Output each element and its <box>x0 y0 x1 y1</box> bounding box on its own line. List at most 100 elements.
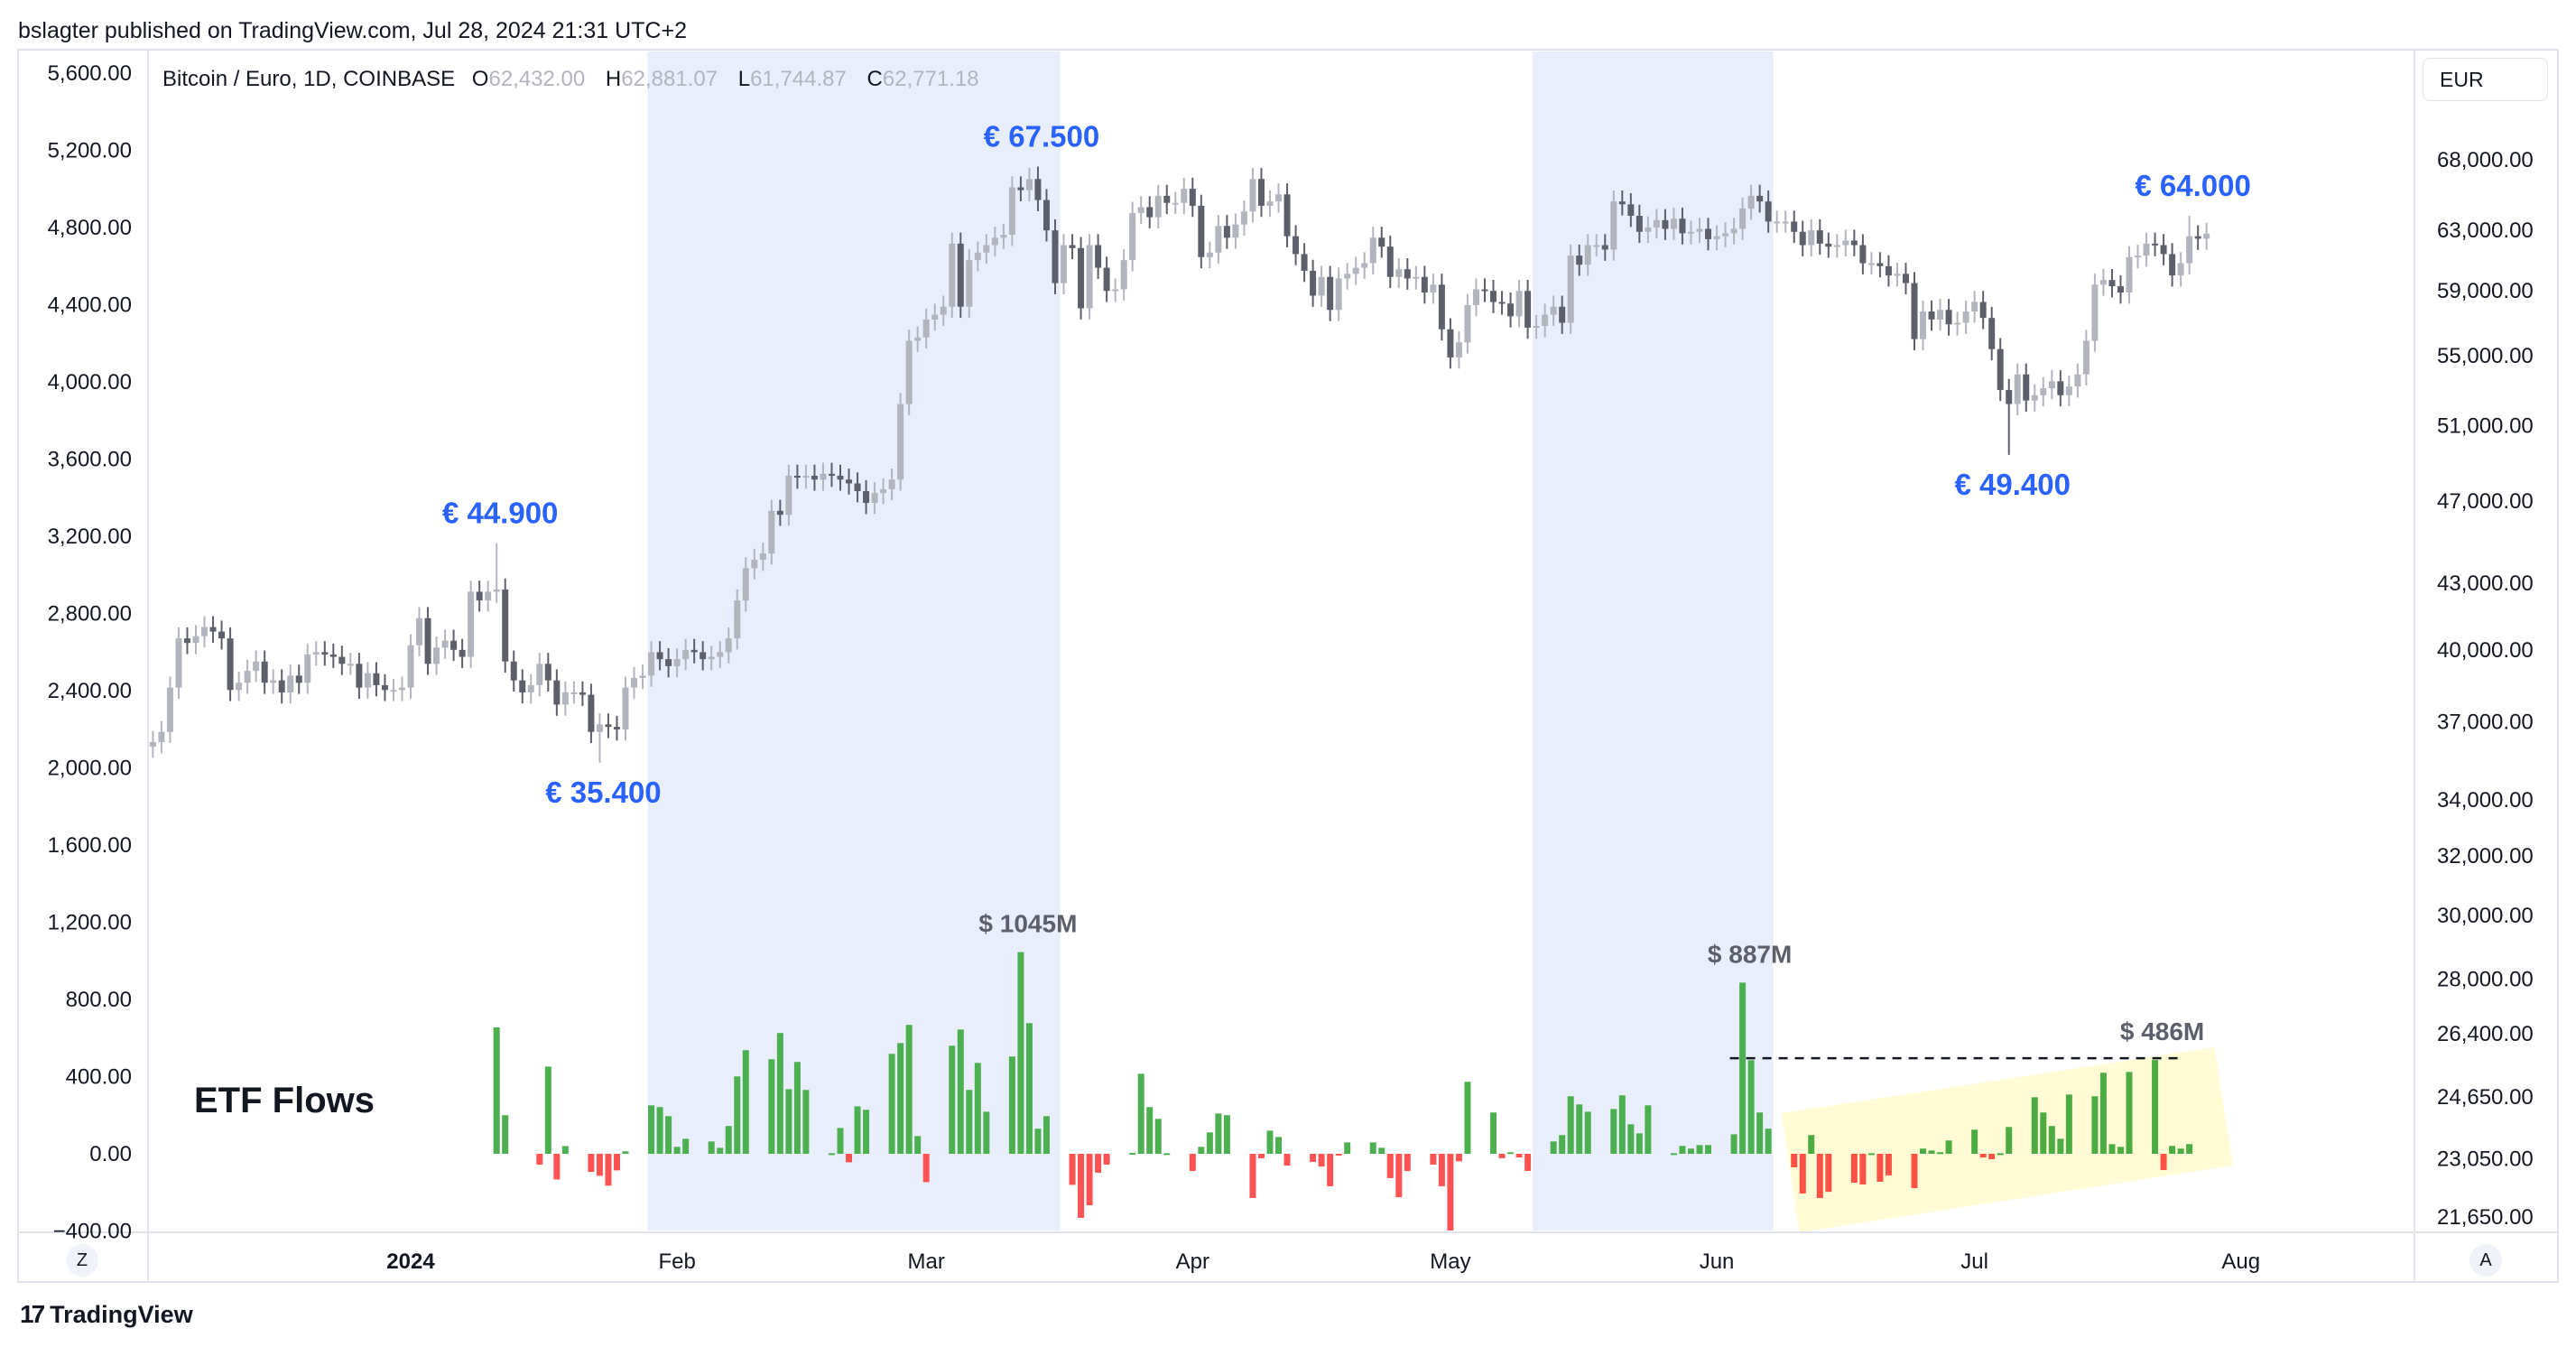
etf-flow-bar <box>665 1116 672 1154</box>
symbol-legend[interactable]: Bitcoin / Euro, 1D, COINBASE O62,432.00 … <box>162 67 992 92</box>
candle-body <box>1937 310 1944 320</box>
candle <box>1920 300 1927 350</box>
candle-body <box>476 591 483 601</box>
candle <box>768 499 775 565</box>
candle-body <box>1249 179 1256 212</box>
candle <box>966 248 973 319</box>
candle <box>1653 209 1660 239</box>
etf-flow-bar <box>793 1062 801 1154</box>
candle <box>1533 314 1540 339</box>
etf-title: ETF Flows <box>194 1081 375 1120</box>
open-value: 62,432.00 <box>488 67 586 91</box>
candle-body <box>1765 201 1772 222</box>
candle-body <box>1722 233 1729 237</box>
candle <box>2186 216 2193 274</box>
candle <box>1378 227 1385 258</box>
high-value: 62,881.07 <box>621 67 718 91</box>
candle <box>811 464 818 491</box>
candle <box>579 681 586 706</box>
candle-body <box>1601 245 1608 250</box>
candle <box>837 464 844 491</box>
candle <box>2040 376 2047 407</box>
candle-body <box>759 553 766 561</box>
candle <box>1172 191 1179 215</box>
candle <box>2006 378 2013 455</box>
candle <box>1310 259 1317 307</box>
candle <box>312 641 320 666</box>
etf-flow-bar <box>1129 1152 1136 1155</box>
etf-flow-bar <box>1283 1154 1291 1166</box>
candle-body <box>1215 226 1222 253</box>
candle-body <box>1421 276 1428 293</box>
candle <box>1885 255 1892 287</box>
candle-body <box>1129 212 1136 261</box>
candle <box>1137 196 1144 225</box>
auto-scale-button[interactable]: A <box>2469 1244 2502 1277</box>
candle <box>1181 177 1188 215</box>
candle-body <box>1103 267 1110 292</box>
etf-flow-bar <box>1154 1119 1162 1154</box>
candle-body <box>673 659 681 666</box>
candle <box>1954 311 1961 336</box>
candle <box>2048 370 2055 400</box>
footer-logo[interactable]: 17 TradingView <box>20 1300 193 1329</box>
etf-flow-bar <box>648 1105 655 1154</box>
candle <box>1859 234 1867 274</box>
candle-body <box>1455 342 1462 358</box>
candle <box>1687 220 1694 245</box>
candle <box>1559 295 1566 334</box>
candle-body <box>940 306 947 315</box>
candle <box>1352 256 1359 285</box>
candle-body <box>1095 245 1102 268</box>
candle <box>846 468 853 495</box>
candle-body <box>2169 254 2176 276</box>
candle-body <box>1782 221 1789 224</box>
candle <box>1645 216 1652 244</box>
candle <box>863 479 870 515</box>
candle-body <box>725 638 732 653</box>
candle <box>364 662 371 699</box>
candle-body <box>519 680 526 692</box>
candle <box>1240 200 1247 237</box>
right-axis[interactable]: 68,000.00 63,000.00 59,000.00 55,000.00 51,0… <box>2437 148 2534 1230</box>
currency-button[interactable]: EUR <box>2423 58 2548 101</box>
candle <box>1455 331 1462 369</box>
candle <box>1395 258 1403 289</box>
candle <box>1876 252 1884 278</box>
etf-flow-bar <box>1524 1154 1532 1172</box>
candle <box>1756 184 1764 213</box>
candle <box>493 543 500 603</box>
etf-flow-bar <box>1249 1154 1256 1198</box>
etf-flow-bar <box>717 1147 724 1154</box>
right-axis-tick: 47,000.00 <box>2437 489 2534 514</box>
left-axis[interactable]: 5,600.00 5,200.00 4,800.00 4,400.00 4,000.00… <box>48 61 132 1244</box>
candle-body <box>793 475 801 478</box>
candle <box>2194 225 2201 250</box>
candle <box>2074 363 2081 398</box>
candle-body <box>1635 216 1643 232</box>
candle <box>1627 193 1635 228</box>
zoom-button[interactable]: Z <box>66 1244 98 1277</box>
candle-body <box>1515 291 1523 317</box>
etf-flow-bar <box>1455 1154 1462 1162</box>
candle <box>1283 183 1291 247</box>
candle <box>1782 210 1789 233</box>
candle <box>1679 208 1686 245</box>
etf-flow-bar <box>605 1154 612 1186</box>
candle-body <box>1618 201 1626 205</box>
candle-body <box>287 675 294 692</box>
candle-body <box>863 491 870 504</box>
candle <box>1833 234 1840 258</box>
etf-value-label: $ 887M <box>1708 940 1792 968</box>
candle-body <box>1146 207 1154 218</box>
etf-flow-bar <box>1490 1112 1497 1154</box>
candle <box>888 468 895 501</box>
candle-body <box>1730 228 1737 234</box>
candle <box>1550 295 1557 326</box>
candle <box>1730 218 1737 245</box>
candle <box>338 646 346 675</box>
candle <box>983 234 990 265</box>
time-axis[interactable]: 2024 Feb Mar Apr May Jun Jul Aug <box>386 1249 2260 1274</box>
candle <box>1052 218 1059 294</box>
